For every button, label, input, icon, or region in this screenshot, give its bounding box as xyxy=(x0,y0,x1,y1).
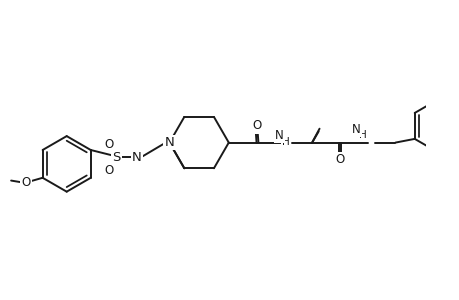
Text: N: N xyxy=(352,123,360,136)
Text: O: O xyxy=(335,153,344,166)
Text: N: N xyxy=(132,151,142,164)
Text: H: H xyxy=(282,137,290,147)
Text: O: O xyxy=(21,176,30,189)
Text: N: N xyxy=(457,106,459,119)
Text: O: O xyxy=(252,119,261,132)
Text: O: O xyxy=(104,164,114,177)
Text: N: N xyxy=(275,129,284,142)
Text: N: N xyxy=(164,136,174,149)
Text: H: H xyxy=(358,130,366,140)
Text: O: O xyxy=(104,138,114,151)
Text: S: S xyxy=(112,151,121,164)
